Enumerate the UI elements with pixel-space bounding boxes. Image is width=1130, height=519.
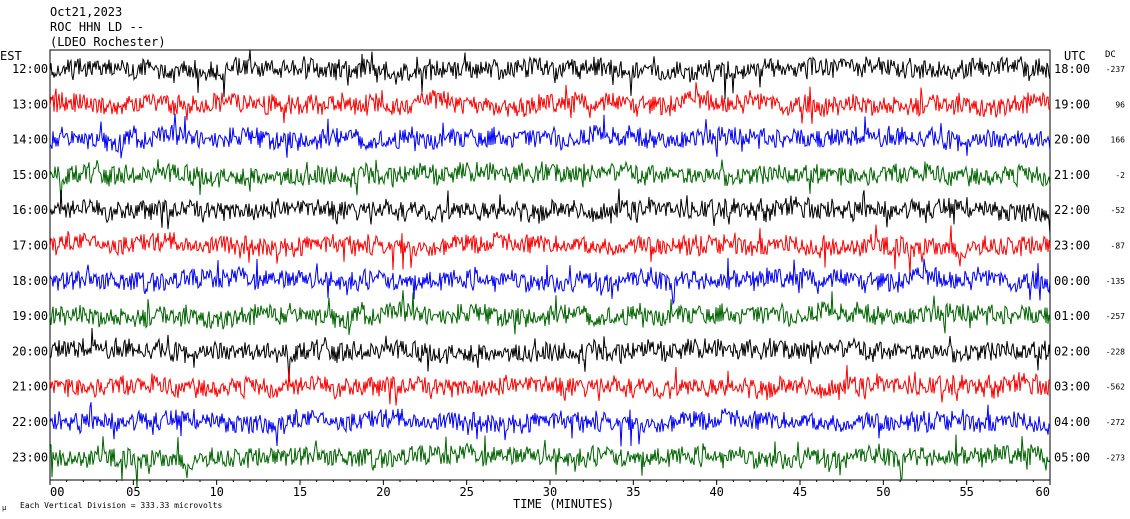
x-tick-label: 55 [959,485,973,499]
network-name: (LDEO Rochester) [50,35,166,49]
trace-7 [49,290,1051,335]
utc-hour-label: 03:00 [1054,380,1090,394]
trace-10 [49,402,1051,447]
utc-hour-label: 00:00 [1054,274,1090,288]
x-tick-label: 00 [50,485,64,499]
dc-offset-value: -52 [1111,206,1126,215]
trace-1 [49,82,1051,124]
plot-frame [49,49,1051,481]
dc-column-label: DC [1105,50,1116,60]
trace-9 [49,365,1051,406]
x-tick-label: 35 [626,485,640,499]
utc-hour-label: 18:00 [1054,62,1090,76]
x-tick-label: 60 [1036,485,1050,499]
station-code: ROC HHN LD -- [50,20,144,34]
dc-offset-value: -562 [1106,383,1125,392]
est-hour-label: 21:00 [12,380,48,394]
dc-offset-value: -272 [1106,418,1125,427]
est-hour-label: 17:00 [12,239,48,253]
trace-3 [49,159,1051,203]
trace-2 [49,113,1051,159]
est-hour-label: 12:00 [12,62,48,76]
trace-8 [49,327,1051,383]
utc-hour-label: 01:00 [1054,309,1090,323]
trace-0 [49,49,1051,100]
est-hour-label: 20:00 [12,344,48,358]
utc-hour-label: 22:00 [1054,203,1090,217]
x-tick-label: 20 [376,485,390,499]
utc-hour-label: 23:00 [1054,239,1090,253]
utc-hour-label: 21:00 [1054,168,1090,182]
x-tick-label: 15 [293,485,307,499]
est-axis-label: EST [0,49,22,63]
trace-6 [49,257,1051,306]
trace-5 [49,224,1051,276]
record-date: Oct21,2023 [50,5,122,19]
scale-note: Each Vertical Division = 333.33 microvol… [20,501,222,510]
utc-hour-label: 20:00 [1054,133,1090,147]
x-tick-label: 10 [209,485,223,499]
row-label-group: 12:00 18:00 -237 13:00 19:00 96 14:00 20:00 166 1… [12,62,1125,464]
est-hour-label: 18:00 [12,274,48,288]
utc-hour-label: 04:00 [1054,415,1090,429]
x-tick-label: 05 [126,485,140,499]
dc-offset-value: -237 [1106,65,1125,74]
dc-offset-value: -87 [1111,242,1126,251]
utc-hour-label: 02:00 [1054,344,1090,358]
est-hour-label: 22:00 [12,415,48,429]
trace-4 [49,188,1051,235]
est-hour-label: 19:00 [12,309,48,323]
x-tick-label: 45 [793,485,807,499]
est-hour-label: 13:00 [12,97,48,111]
est-hour-label: 23:00 [12,450,48,464]
est-hour-label: 16:00 [12,203,48,217]
dc-offset-value: -228 [1106,347,1125,356]
trace-group [49,49,1051,488]
utc-hour-label: 19:00 [1054,97,1090,111]
x-tick-label: 30 [543,485,557,499]
scale-prefix: µ [2,504,7,512]
utc-axis-label: UTC [1064,49,1086,63]
dc-offset-value: 166 [1111,136,1126,145]
est-hour-label: 15:00 [12,168,48,182]
utc-hour-label: 05:00 [1054,450,1090,464]
dc-offset-value: -135 [1106,277,1125,286]
x-axis-title: TIME (MINUTES) [513,497,614,511]
dc-offset-value: -2 [1115,171,1125,180]
est-hour-label: 14:00 [12,133,48,147]
dc-offset-value: 96 [1115,100,1125,109]
x-axis: 00 05 10 15 20 25 30 35 40 45 50 55 60 [49,480,1051,499]
dc-offset-value: -273 [1106,453,1125,462]
x-tick-label: 40 [709,485,723,499]
trace-11 [49,434,1051,488]
dc-offset-value: -257 [1106,312,1125,321]
x-tick-label: 25 [459,485,473,499]
x-tick-label: 50 [876,485,890,499]
